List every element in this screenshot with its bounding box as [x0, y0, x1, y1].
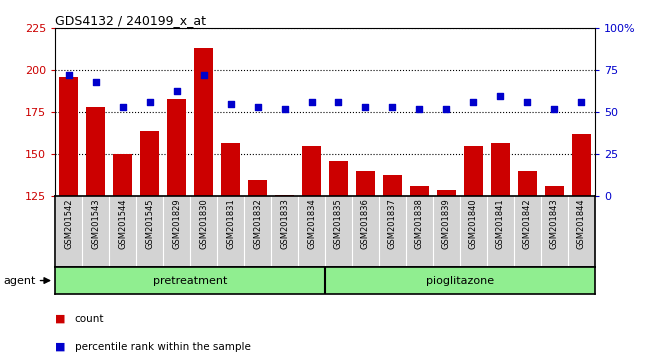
Text: ■: ■ [55, 314, 66, 324]
Bar [86, 107, 105, 196]
Bar [167, 99, 186, 196]
Bar [545, 186, 564, 196]
Bar [140, 131, 159, 196]
Text: GSM201840: GSM201840 [469, 199, 478, 249]
Bar [221, 143, 240, 196]
Bar [491, 143, 510, 196]
Text: GSM201544: GSM201544 [118, 199, 127, 249]
Bar [464, 146, 483, 196]
Point [64, 73, 74, 78]
Text: pioglitazone: pioglitazone [426, 275, 494, 286]
Bar [55, 267, 325, 294]
Point [118, 104, 128, 110]
Text: GSM201837: GSM201837 [388, 199, 397, 250]
Text: GSM201839: GSM201839 [442, 199, 451, 249]
Point [226, 101, 236, 107]
Point [280, 106, 290, 112]
Text: GSM201829: GSM201829 [172, 199, 181, 249]
Bar [325, 267, 595, 294]
Text: GSM201833: GSM201833 [280, 199, 289, 250]
Point [387, 104, 398, 110]
Point [172, 88, 182, 93]
Point [441, 106, 452, 112]
Text: GSM201834: GSM201834 [307, 199, 316, 249]
Text: GSM201830: GSM201830 [199, 199, 208, 249]
Text: GSM201545: GSM201545 [145, 199, 154, 249]
Text: pretreatment: pretreatment [153, 275, 228, 286]
Point [468, 99, 478, 105]
Text: GSM201838: GSM201838 [415, 199, 424, 250]
Text: GSM201835: GSM201835 [334, 199, 343, 249]
Bar [302, 146, 321, 196]
Point [90, 79, 101, 85]
Bar [113, 154, 132, 196]
Bar [410, 186, 429, 196]
Text: ■: ■ [55, 342, 66, 352]
Text: agent: agent [3, 275, 36, 286]
Bar [329, 161, 348, 196]
Bar [518, 171, 537, 196]
Point [576, 99, 586, 105]
Point [495, 93, 506, 98]
Text: GSM201542: GSM201542 [64, 199, 73, 249]
Point [522, 99, 532, 105]
Point [333, 99, 344, 105]
Point [360, 104, 370, 110]
Text: GSM201844: GSM201844 [577, 199, 586, 249]
Bar [383, 175, 402, 196]
Text: GSM201831: GSM201831 [226, 199, 235, 249]
Bar [572, 134, 591, 196]
Point [549, 106, 560, 112]
Text: GSM201842: GSM201842 [523, 199, 532, 249]
Bar [275, 195, 294, 196]
Point [306, 99, 317, 105]
Bar [356, 171, 375, 196]
Bar [194, 48, 213, 196]
Bar [59, 77, 78, 196]
Text: GSM201836: GSM201836 [361, 199, 370, 250]
Text: GSM201841: GSM201841 [496, 199, 505, 249]
Text: percentile rank within the sample: percentile rank within the sample [75, 342, 251, 352]
Bar [248, 180, 267, 196]
Point [252, 104, 263, 110]
Text: GDS4132 / 240199_x_at: GDS4132 / 240199_x_at [55, 14, 206, 27]
Point [414, 106, 424, 112]
Text: count: count [75, 314, 104, 324]
Point [144, 99, 155, 105]
Text: GSM201832: GSM201832 [253, 199, 262, 249]
Bar [437, 190, 456, 196]
Text: GSM201843: GSM201843 [550, 199, 559, 249]
Text: GSM201543: GSM201543 [91, 199, 100, 249]
Point [198, 73, 209, 78]
